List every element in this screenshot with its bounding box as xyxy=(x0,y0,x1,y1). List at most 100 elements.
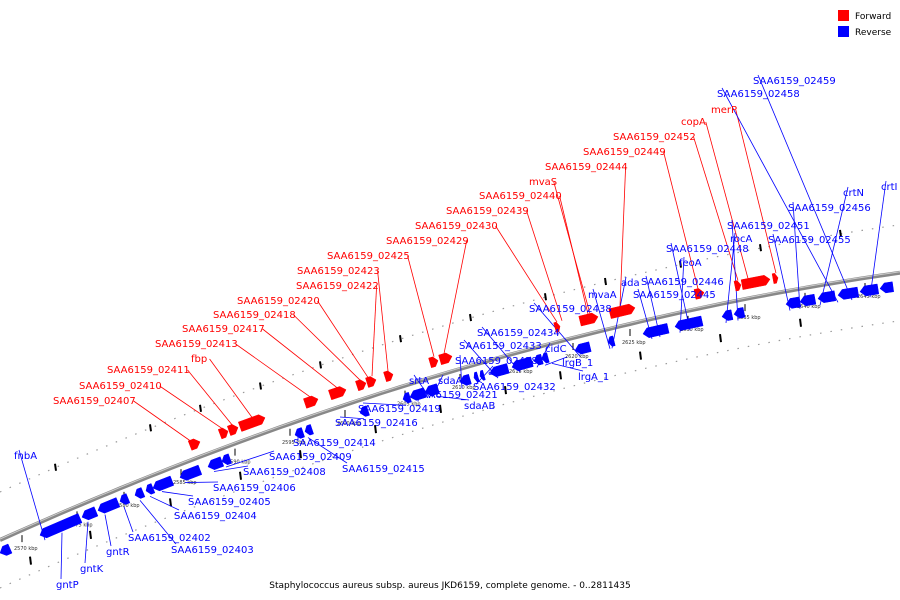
forward-gene-arrow[interactable] xyxy=(578,312,599,327)
forward-gene-arrow[interactable] xyxy=(733,280,742,292)
reverse-gene-label-lrga-1[interactable]: lrgA_1 xyxy=(578,372,609,383)
forward-gene-label-mvas[interactable]: mvaS xyxy=(529,177,557,188)
forward-gene-label-saa6159-02410[interactable]: SAA6159_02410 xyxy=(79,381,162,392)
forward-gene-arrow[interactable] xyxy=(355,379,367,392)
reverse-gene-label-saa6159-02433[interactable]: SAA6159_02433 xyxy=(459,341,542,352)
reverse-gene-arrow[interactable] xyxy=(221,453,233,466)
reverse-gene-arrow[interactable] xyxy=(0,543,13,556)
reverse-gene-label-saa6159-02419[interactable]: SAA6159_02419 xyxy=(358,404,441,415)
reverse-gene-arrow[interactable] xyxy=(207,456,225,470)
reverse-gene-arrow[interactable] xyxy=(837,286,860,300)
forward-gene-arrow[interactable] xyxy=(237,414,266,432)
reverse-gene-label-saa6159-02434[interactable]: SAA6159_02434 xyxy=(477,328,560,339)
forward-gene-label-saa6159-02439[interactable]: SAA6159_02439 xyxy=(446,206,529,217)
forward-gene-label-fbp[interactable]: fbp xyxy=(191,354,207,365)
reverse-gene-label-saa6159-02402[interactable]: SAA6159_02402 xyxy=(128,533,211,544)
reverse-gene-label-roca[interactable]: rocA xyxy=(730,234,753,245)
reverse-gene-arrow[interactable] xyxy=(119,493,131,505)
reverse-gene-label-saa6159-02421[interactable]: SAA6159_02421 xyxy=(415,390,498,401)
forward-gene-label-saa6159-02413[interactable]: SAA6159_02413 xyxy=(155,339,238,350)
reverse-gene-label-saa6159-02445[interactable]: SAA6159_02445 xyxy=(633,290,716,301)
forward-gene-label-saa6159-02417[interactable]: SAA6159_02417 xyxy=(182,324,265,335)
reverse-gene-label-saa6159-02456[interactable]: SAA6159_02456 xyxy=(788,203,871,214)
reverse-gene-arrow[interactable] xyxy=(424,383,440,397)
reverse-gene-arrow[interactable] xyxy=(721,309,734,321)
reverse-gene-arrow[interactable] xyxy=(304,424,314,436)
forward-gene-label-saa6159-02444[interactable]: SAA6159_02444 xyxy=(545,162,628,173)
reverse-gene-label-aes[interactable]: aes xyxy=(488,367,506,378)
reverse-gene-arrow[interactable] xyxy=(785,296,802,309)
reverse-gene-arrow[interactable] xyxy=(459,373,472,386)
forward-gene-label-saa6159-02407[interactable]: SAA6159_02407 xyxy=(53,396,136,407)
forward-gene-label-saa6159-02422[interactable]: SAA6159_02422 xyxy=(296,281,379,292)
reverse-gene-label-saa6159-02438[interactable]: SAA6159_02438 xyxy=(529,304,612,315)
reverse-gene-arrow[interactable] xyxy=(607,335,616,347)
reverse-gene-label-saa6159-02415[interactable]: SAA6159_02415 xyxy=(342,464,425,475)
reverse-gene-label-saa6159-02458[interactable]: SAA6159_02458 xyxy=(717,89,800,100)
reverse-gene-arrow[interactable] xyxy=(879,281,894,294)
reverse-gene-label-saa6159-02446[interactable]: SAA6159_02446 xyxy=(641,277,724,288)
reverse-gene-arrow[interactable] xyxy=(799,293,817,307)
reverse-gene-arrow[interactable] xyxy=(39,513,83,539)
reverse-gene-label-saa6159-02408[interactable]: SAA6159_02408 xyxy=(243,467,326,478)
reverse-gene-arrow[interactable] xyxy=(674,315,704,331)
reverse-gene-arrow[interactable] xyxy=(642,323,670,338)
reverse-gene-label-sdaaa[interactable]: sdaAA xyxy=(438,376,470,387)
forward-gene-arrow[interactable] xyxy=(303,395,319,409)
forward-gene-arrow[interactable] xyxy=(383,370,394,383)
forward-gene-arrow[interactable] xyxy=(608,303,636,319)
reverse-gene-label-saa6159-02451[interactable]: SAA6159_02451 xyxy=(727,221,810,232)
reverse-gene-label-saa6159-02403[interactable]: SAA6159_02403 xyxy=(171,545,254,556)
forward-gene-label-saa6159-02411[interactable]: SAA6159_02411 xyxy=(107,365,190,376)
reverse-gene-label-saa6159-02416[interactable]: SAA6159_02416 xyxy=(335,418,418,429)
reverse-gene-arrow[interactable] xyxy=(511,356,534,371)
forward-gene-arrow[interactable] xyxy=(438,352,453,366)
reverse-gene-label-lrgb-1[interactable]: lrgB_1 xyxy=(562,358,593,369)
forward-gene-arrow[interactable] xyxy=(187,438,201,451)
reverse-gene-arrow[interactable] xyxy=(574,341,592,355)
forward-gene-label-saa6159-02430[interactable]: SAA6159_02430 xyxy=(415,221,498,232)
reverse-gene-label-sdaab[interactable]: sdaAB xyxy=(464,401,496,412)
forward-gene-arrow[interactable] xyxy=(428,356,439,369)
reverse-gene-arrow[interactable] xyxy=(81,506,99,521)
forward-gene-arrow[interactable] xyxy=(740,275,771,290)
reverse-gene-label-fnba[interactable]: fnbA xyxy=(14,451,37,462)
forward-gene-label-saa6159-02429[interactable]: SAA6159_02429 xyxy=(386,236,469,247)
reverse-gene-arrow[interactable] xyxy=(817,290,837,303)
reverse-gene-arrow[interactable] xyxy=(479,369,486,381)
reverse-gene-arrow[interactable] xyxy=(152,475,175,492)
reverse-gene-label-gntp[interactable]: gntP xyxy=(56,580,79,591)
reverse-gene-label-crti[interactable]: crtI xyxy=(881,182,897,193)
forward-gene-label-saa6159-02440[interactable]: SAA6159_02440 xyxy=(479,191,562,202)
reverse-gene-arrow[interactable] xyxy=(859,283,880,297)
forward-gene-arrow[interactable] xyxy=(328,386,347,401)
forward-gene-label-merp[interactable]: merP xyxy=(711,105,737,116)
forward-gene-arrow[interactable] xyxy=(553,321,561,333)
forward-gene-label-saa6159-02420[interactable]: SAA6159_02420 xyxy=(237,296,320,307)
reverse-gene-label-crtn[interactable]: crtN xyxy=(843,188,864,199)
forward-gene-arrow[interactable] xyxy=(693,288,705,300)
reverse-gene-arrow[interactable] xyxy=(541,352,550,364)
reverse-gene-label-saa6159-02432[interactable]: SAA6159_02432 xyxy=(473,382,556,393)
reverse-gene-label-mvaa[interactable]: mvaA xyxy=(588,290,617,301)
reverse-gene-arrow[interactable] xyxy=(489,363,510,378)
forward-gene-label-saa6159-02449[interactable]: SAA6159_02449 xyxy=(583,147,666,158)
reverse-gene-label-saa6159-02448[interactable]: SAA6159_02448 xyxy=(666,244,749,255)
forward-gene-label-saa6159-02425[interactable]: SAA6159_02425 xyxy=(327,251,410,262)
reverse-gene-arrow[interactable] xyxy=(145,483,156,495)
reverse-gene-label-saa6159-02455[interactable]: SAA6159_02455 xyxy=(768,235,851,246)
reverse-gene-arrow[interactable] xyxy=(179,464,203,481)
forward-gene-arrow[interactable] xyxy=(365,376,377,388)
reverse-gene-label-saa6159-02459[interactable]: SAA6159_02459 xyxy=(753,76,836,87)
reverse-gene-arrow[interactable] xyxy=(359,405,370,417)
forward-gene-arrow[interactable] xyxy=(226,424,239,436)
reverse-gene-arrow[interactable] xyxy=(134,487,146,499)
forward-gene-label-saa6159-02418[interactable]: SAA6159_02418 xyxy=(213,310,296,321)
forward-gene-label-saa6159-02452[interactable]: SAA6159_02452 xyxy=(613,132,696,143)
forward-gene-label-saa6159-02423[interactable]: SAA6159_02423 xyxy=(297,266,380,277)
reverse-gene-label-gntk[interactable]: gntK xyxy=(80,564,104,575)
reverse-gene-label-saa6159-02414[interactable]: SAA6159_02414 xyxy=(293,438,376,449)
reverse-gene-arrow[interactable] xyxy=(294,427,305,439)
reverse-gene-arrow[interactable] xyxy=(733,307,746,319)
reverse-gene-label-srta[interactable]: srtA xyxy=(409,376,429,387)
